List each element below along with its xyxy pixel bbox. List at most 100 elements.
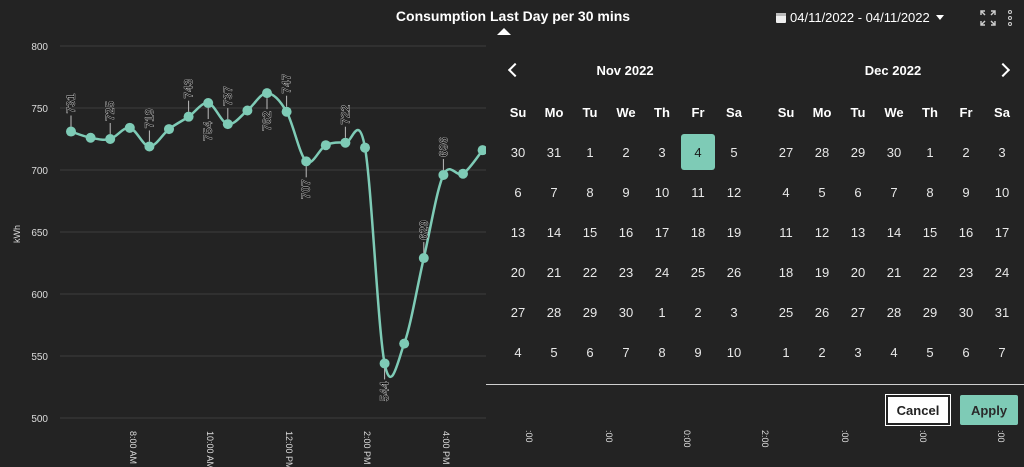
calendar-day[interactable]: 10 xyxy=(994,184,1010,200)
x-tick-label-fragment: :00 xyxy=(918,430,928,443)
data-label: 629 xyxy=(417,220,431,240)
calendar-day[interactable]: 31 xyxy=(994,304,1010,320)
calendar-day[interactable]: 7 xyxy=(890,184,898,200)
calendar-day[interactable]: 13 xyxy=(850,224,866,240)
calendar-day[interactable]: 17 xyxy=(994,224,1010,240)
calendar-day[interactable]: 17 xyxy=(654,224,670,240)
calendar-day[interactable]: 27 xyxy=(850,304,866,320)
data-point xyxy=(458,168,468,179)
calendar-day[interactable]: 8 xyxy=(926,184,934,200)
data-point xyxy=(203,98,214,109)
calendar-day[interactable]: 26 xyxy=(726,264,742,280)
calendar-day[interactable]: 3 xyxy=(730,304,738,320)
calendar-day[interactable]: 16 xyxy=(618,224,634,240)
apply-button[interactable]: Apply xyxy=(960,395,1018,425)
calendar-day[interactable]: 7 xyxy=(550,184,558,200)
consumption-line-chart: 500 550 600 650 700 750 800 kWh 8:00 AM 10:00 A… xyxy=(12,42,486,467)
calendar-month-nov: Nov 2022 Su Mo Tu We Th Fr Sa 30 31 1 2 3 4 5 6 7 8 9 10 1… xyxy=(500,60,750,372)
calendar-day[interactable]: 2 xyxy=(818,344,826,360)
calendar-day[interactable]: 28 xyxy=(814,144,830,160)
calendar-day[interactable]: 12 xyxy=(814,224,830,240)
calendar-day[interactable]: 2 xyxy=(622,144,630,160)
calendar-day[interactable]: 30 xyxy=(618,304,634,320)
calendar-day[interactable]: 15 xyxy=(922,224,938,240)
calendar-day[interactable]: 5 xyxy=(926,344,934,360)
calendar-day[interactable]: 21 xyxy=(546,264,562,280)
calendar-day[interactable]: 3 xyxy=(998,144,1006,160)
calendar-day[interactable]: 7 xyxy=(622,344,630,360)
calendar-day[interactable]: 25 xyxy=(690,264,706,280)
calendar-day[interactable]: 14 xyxy=(546,224,562,240)
calendar-day[interactable]: 28 xyxy=(886,304,902,320)
calendar-day[interactable]: 5 xyxy=(730,144,738,160)
calendar-day[interactable]: 24 xyxy=(994,264,1010,280)
calendar-day[interactable]: 5 xyxy=(550,344,558,360)
date-range-picker[interactable]: 04/11/2022 - 04/11/2022 xyxy=(776,10,944,25)
calendar-day[interactable]: 9 xyxy=(622,184,630,200)
calendar-day[interactable]: 12 xyxy=(726,184,742,200)
calendar-day[interactable]: 30 xyxy=(510,144,526,160)
calendar-day[interactable]: 19 xyxy=(814,264,830,280)
calendar-day[interactable]: 27 xyxy=(778,144,794,160)
calendar-day[interactable]: 2 xyxy=(962,144,970,160)
weekday-label: We xyxy=(884,105,904,120)
calendar-day[interactable]: 11 xyxy=(779,224,793,240)
calendar-day[interactable]: 21 xyxy=(886,264,902,280)
calendar-day[interactable]: 1 xyxy=(586,144,594,160)
cancel-button[interactable]: Cancel xyxy=(885,394,951,426)
calendar-day[interactable]: 9 xyxy=(962,184,970,200)
calendar-day[interactable]: 5 xyxy=(818,184,826,200)
calendar-day[interactable]: 26 xyxy=(814,304,830,320)
calendar-day[interactable]: 18 xyxy=(778,264,794,280)
calendar-day[interactable]: 4 xyxy=(514,344,522,360)
calendar-day[interactable]: 18 xyxy=(690,224,706,240)
calendar-day[interactable]: 6 xyxy=(514,184,522,200)
weekday-label: Th xyxy=(654,105,670,120)
calendar-day[interactable]: 29 xyxy=(850,144,866,160)
calendar-day[interactable]: 20 xyxy=(850,264,866,280)
calendar-day[interactable]: 25 xyxy=(778,304,794,320)
calendar-day[interactable]: 31 xyxy=(546,144,562,160)
calendar-day[interactable]: 13 xyxy=(510,224,526,240)
calendar-day[interactable]: 4 xyxy=(680,132,716,172)
data-point xyxy=(105,134,116,144)
calendar-day[interactable]: 6 xyxy=(854,184,862,200)
calendar-day[interactable]: 15 xyxy=(582,224,598,240)
kebab-menu-icon[interactable] xyxy=(1007,10,1013,26)
calendar-day[interactable]: 20 xyxy=(510,264,526,280)
calendar-day[interactable]: 23 xyxy=(958,264,974,280)
calendar-day[interactable]: 4 xyxy=(782,184,790,200)
expand-icon[interactable] xyxy=(980,10,996,26)
calendar-day[interactable]: 8 xyxy=(586,184,594,200)
calendar-day[interactable]: 30 xyxy=(886,144,902,160)
calendar-day[interactable]: 24 xyxy=(654,264,670,280)
calendar-day[interactable]: 29 xyxy=(582,304,598,320)
calendar-day[interactable]: 1 xyxy=(782,344,790,360)
calendar-day[interactable]: 23 xyxy=(618,264,634,280)
calendar-day[interactable]: 16 xyxy=(958,224,974,240)
calendar-day[interactable]: 8 xyxy=(658,344,666,360)
calendar-day[interactable]: 4 xyxy=(890,344,898,360)
calendar-day[interactable]: 27 xyxy=(510,304,526,320)
calendar-day[interactable]: 2 xyxy=(694,304,702,320)
calendar-day[interactable]: 19 xyxy=(726,224,742,240)
calendar-day[interactable]: 1 xyxy=(658,304,666,320)
calendar-day[interactable]: 14 xyxy=(886,224,902,240)
calendar-day[interactable]: 22 xyxy=(582,264,598,280)
calendar-day[interactable]: 10 xyxy=(654,184,670,200)
calendar-day[interactable]: 11 xyxy=(691,184,705,200)
calendar-day[interactable]: 9 xyxy=(694,344,702,360)
calendar-day[interactable]: 3 xyxy=(854,344,862,360)
selected-day[interactable]: 4 xyxy=(681,134,715,170)
calendar-day[interactable]: 22 xyxy=(922,264,938,280)
calendar-day[interactable]: 7 xyxy=(998,344,1006,360)
calendar-day[interactable]: 10 xyxy=(726,344,742,360)
calendar-day[interactable]: 1 xyxy=(926,144,934,160)
calendar-day[interactable]: 6 xyxy=(586,344,594,360)
calendar-day[interactable]: 29 xyxy=(922,304,938,320)
calendar-day[interactable]: 3 xyxy=(658,144,666,160)
calendar-day[interactable]: 6 xyxy=(962,344,970,360)
data-point xyxy=(301,156,312,167)
calendar-day[interactable]: 30 xyxy=(958,304,974,320)
calendar-day[interactable]: 28 xyxy=(546,304,562,320)
